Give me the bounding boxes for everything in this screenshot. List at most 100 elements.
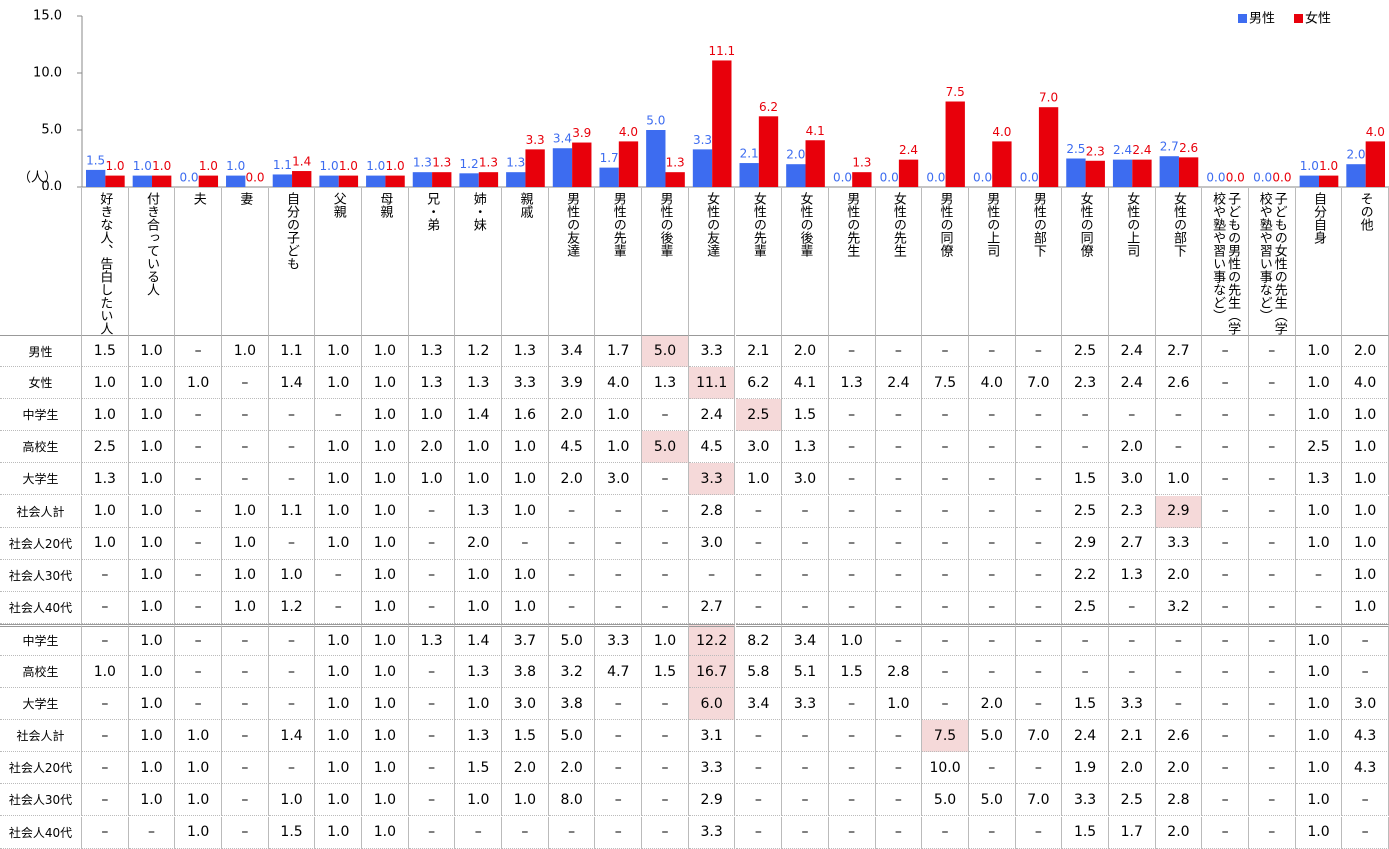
table-cell: – [268, 463, 316, 496]
table-cell: 1.5 [782, 399, 829, 432]
value-label: 1.3 [506, 156, 525, 170]
table-cell: – [735, 591, 783, 624]
table-cell: – [175, 527, 223, 560]
table-cell: 1.0 [455, 784, 503, 817]
table-cell: 1.3 [502, 335, 549, 368]
value-label: 2.6 [1179, 141, 1198, 155]
table-cell: 1.0 [128, 591, 176, 624]
bar [506, 172, 526, 187]
table-cell: – [1015, 431, 1063, 464]
table-cell: 1.3 [408, 335, 456, 368]
table-cell: – [782, 752, 829, 785]
table-cell: 5.0 [548, 623, 596, 656]
table-cell: 1.0 [128, 463, 176, 496]
table-cell: – [595, 591, 643, 624]
legend-label: 女性 [1305, 11, 1331, 27]
table-cell: 6.2 [735, 367, 783, 400]
table-cell: 1.0 [222, 495, 269, 528]
table-cell: 2.0 [1155, 816, 1203, 849]
table-cell: 1.0 [222, 559, 269, 592]
table-cell: 2.5 [82, 431, 129, 464]
table-cell: 1.0 [1342, 559, 1389, 592]
value-label: 2.1 [740, 147, 759, 161]
table-cell: – [1015, 656, 1063, 689]
bar [1178, 157, 1199, 187]
table-cell: – [1248, 591, 1296, 624]
table-cell: 8.2 [735, 623, 783, 656]
table-cell: 1.0 [128, 431, 176, 464]
category-label: 男性の友達 [549, 188, 596, 335]
table-cell: – [222, 752, 269, 785]
table-cell: 11.1 [688, 367, 736, 400]
table-cell: – [875, 720, 923, 753]
table-cell: – [1342, 816, 1389, 849]
table-cell: 2.4 [1108, 335, 1156, 368]
table-cell: 3.3 [688, 335, 736, 368]
legend-label: 男性 [1249, 12, 1275, 27]
table-cell: 1.0 [408, 463, 456, 496]
value-label: 4.0 [992, 125, 1011, 139]
table-cell: – [82, 559, 129, 592]
table-cell: 1.5 [502, 720, 549, 753]
table-cell: – [968, 527, 1016, 560]
table-cell: – [175, 656, 223, 689]
table-cell: 1.0 [175, 720, 223, 753]
bar [739, 163, 759, 187]
table-cell: – [922, 591, 969, 624]
table-cell: 3.2 [1155, 591, 1203, 624]
table-cell: 1.0 [1295, 527, 1343, 560]
bar [478, 172, 499, 187]
table-cell: – [1015, 399, 1063, 432]
table-cell: 4.3 [1342, 720, 1389, 753]
table-cell: 1.0 [875, 688, 923, 721]
table-cell: 2.7 [1155, 335, 1203, 368]
table-cell: 1.3 [455, 367, 503, 400]
table-cell: – [828, 784, 876, 817]
table-cell: 1.9 [1062, 752, 1109, 785]
table-cell: 1.3 [642, 367, 689, 400]
table-cell: 1.0 [455, 463, 503, 496]
value-label: 0.0 [1253, 171, 1272, 185]
table-cell: – [828, 591, 876, 624]
table-cell: – [922, 335, 969, 368]
value-label: 1.0 [133, 159, 152, 173]
table-cell: – [1248, 559, 1296, 592]
bar [1365, 141, 1385, 187]
table-cell: 2.8 [1155, 784, 1203, 817]
table-cell: 1.0 [1295, 816, 1343, 849]
bar [1346, 164, 1366, 187]
table-cell: 1.0 [1295, 656, 1343, 689]
table-cell: 3.3 [1155, 527, 1203, 560]
table-cell: 2.5 [1295, 431, 1343, 464]
table-cell: 7.0 [1015, 720, 1063, 753]
table-cell: 2.6 [1155, 367, 1203, 400]
table-cell: – [222, 688, 269, 721]
table-cell: 2.0 [1155, 559, 1203, 592]
table-cell: – [1015, 527, 1063, 560]
bar [525, 149, 545, 187]
value-label: 1.0 [366, 159, 385, 173]
value-label: 3.9 [572, 126, 591, 140]
value-label: 0.0 [1020, 171, 1039, 185]
table-cell: 1.4 [455, 399, 503, 432]
table-cell: – [782, 816, 829, 849]
table-cell: 1.0 [1295, 720, 1343, 753]
value-label: 2.3 [1086, 144, 1105, 158]
table-cell: 1.0 [502, 463, 549, 496]
table-cell: – [408, 720, 456, 753]
table-cell: 1.0 [175, 784, 223, 817]
table-cell: 3.8 [502, 656, 549, 689]
bar [1132, 159, 1152, 187]
table-cell: 1.0 [362, 752, 409, 785]
table-cell: 3.4 [548, 335, 596, 368]
table-cell: 1.0 [315, 623, 363, 656]
table-cell: 1.5 [1062, 816, 1109, 849]
table-cell: – [1248, 623, 1296, 656]
value-label: 1.1 [273, 158, 292, 172]
row-label: 社会人40代 [0, 816, 82, 849]
table-cell: 1.1 [268, 495, 316, 528]
table-cell: – [968, 495, 1016, 528]
category-label: 自分自身 [1296, 188, 1343, 335]
table-cell: 2.1 [1108, 720, 1156, 753]
table-cell: – [828, 463, 876, 496]
